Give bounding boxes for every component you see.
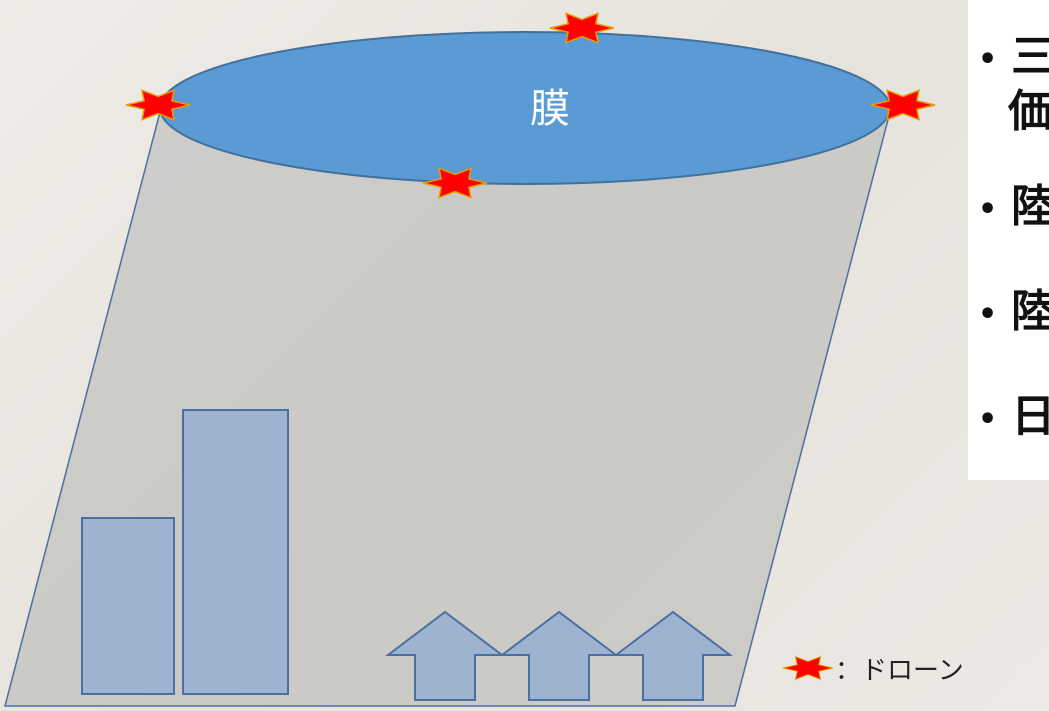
bullet-text: 価 xyxy=(1008,86,1049,137)
text-panel: • 三価 • 陸 • 陸 • 日 xyxy=(968,0,1049,480)
drone-star xyxy=(422,167,488,199)
drone-star xyxy=(870,89,936,121)
bullet-dot: • xyxy=(978,401,998,437)
bullet-text: 陸 xyxy=(1011,286,1049,337)
drone-star xyxy=(549,12,615,44)
bullet-text: 陸 xyxy=(1011,181,1049,232)
arrows xyxy=(385,610,733,701)
bullet-dot: • xyxy=(978,41,998,77)
bullet-dot: • xyxy=(978,191,998,227)
membrane xyxy=(159,31,891,185)
bullet: • 三 xyxy=(978,20,1049,84)
bullet: 価 xyxy=(1008,75,1049,139)
building xyxy=(182,409,289,695)
bullet-text: 日 xyxy=(1011,391,1049,442)
bullet-text: 三 xyxy=(1011,31,1049,82)
bullet-dot: • xyxy=(978,296,998,332)
drones xyxy=(125,12,936,199)
membrane-label: 膜 xyxy=(530,86,570,132)
legend-icon xyxy=(782,655,834,681)
bullet: • 陸 xyxy=(978,170,1049,234)
drone-star xyxy=(782,655,834,681)
legend-label: ：ドローン xyxy=(835,656,964,686)
drone-star xyxy=(125,89,191,121)
building xyxy=(81,517,175,695)
bullet: • 陸 xyxy=(978,275,1049,339)
bullet: • 日 xyxy=(978,380,1049,444)
legend: ：ドローン xyxy=(835,650,964,687)
